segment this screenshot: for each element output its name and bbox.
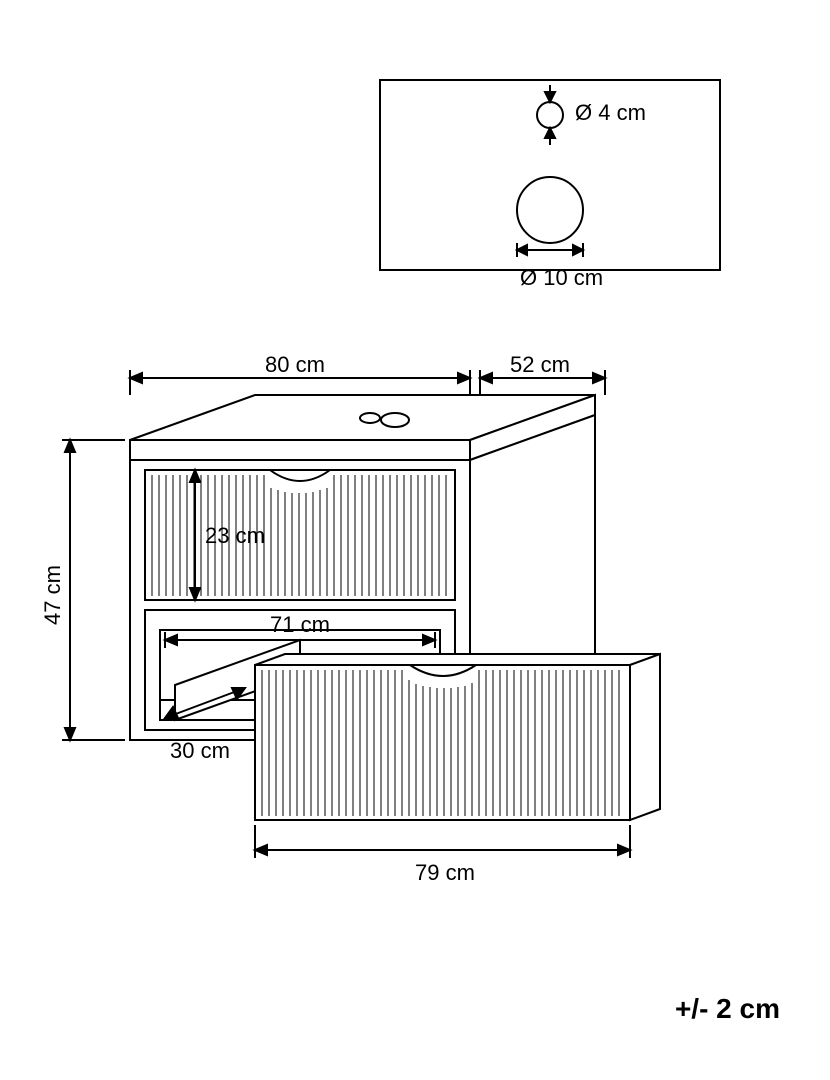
upper-drawer-front — [145, 470, 455, 600]
dim-drawer-width-79 — [255, 825, 630, 858]
label-drawer-height-23: 23 cm — [205, 523, 265, 548]
label-width-80: 80 cm — [265, 352, 325, 377]
large-hole-label: Ø 10 cm — [520, 265, 603, 290]
small-hole-label: Ø 4 cm — [575, 100, 646, 125]
top-view: Ø 4 cm Ø 10 cm — [380, 80, 720, 290]
dim-height-47 — [62, 440, 125, 740]
main-view: 80 cm 52 cm 47 cm 23 cm — [40, 352, 660, 885]
label-drawer-width-79: 79 cm — [415, 860, 475, 885]
tolerance-text: +/- 2 cm — [675, 993, 780, 1025]
label-drawer-depth-30: 30 cm — [170, 738, 230, 763]
diagram-container: Ø 4 cm Ø 10 cm — [0, 0, 830, 1080]
label-depth-52: 52 cm — [510, 352, 570, 377]
label-inner-71: 71 cm — [270, 612, 330, 637]
technical-drawing-svg: Ø 4 cm Ø 10 cm — [0, 0, 830, 1080]
label-height-47: 47 cm — [40, 565, 65, 625]
